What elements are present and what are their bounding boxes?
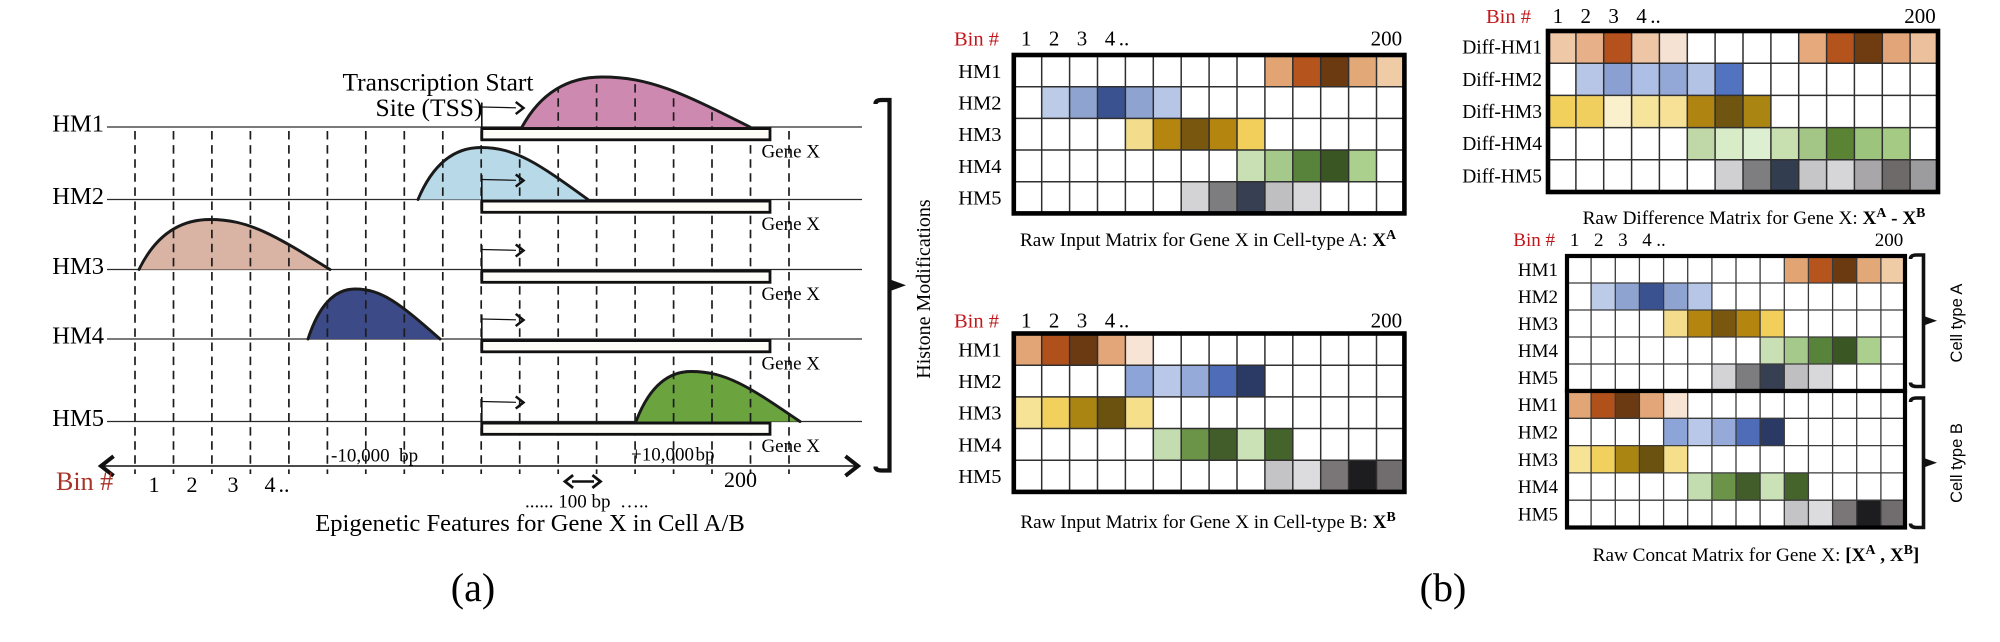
svg-text:HM1: HM1 — [958, 339, 1001, 361]
svg-text:4: 4 — [1105, 309, 1116, 333]
svg-text:HM5: HM5 — [958, 466, 1001, 488]
svg-text:Site (TSS): Site (TSS) — [376, 93, 483, 122]
svg-text:HM5: HM5 — [958, 188, 1001, 210]
svg-text:Bin #: Bin # — [1513, 230, 1555, 251]
svg-text:3: 3 — [228, 472, 239, 497]
svg-text:2: 2 — [1049, 27, 1060, 51]
svg-text:HM3: HM3 — [958, 403, 1001, 425]
svg-text:4: 4 — [1642, 230, 1652, 251]
svg-text:Gene X: Gene X — [761, 214, 820, 235]
svg-text:(b): (b) — [1420, 565, 1467, 610]
svg-text:HM4: HM4 — [1518, 477, 1559, 498]
svg-text:Bin #: Bin # — [56, 467, 113, 496]
svg-text:3: 3 — [1077, 309, 1088, 333]
svg-text:HM2: HM2 — [52, 183, 104, 210]
svg-text:200: 200 — [1904, 4, 1936, 28]
svg-text:2: 2 — [1581, 4, 1592, 28]
svg-text:HM4: HM4 — [52, 323, 104, 350]
svg-text:Bin #: Bin # — [1486, 6, 1531, 28]
svg-text:Diff-HM4: Diff-HM4 — [1462, 134, 1542, 155]
svg-text:HM2: HM2 — [1518, 287, 1558, 308]
svg-text:Gene X: Gene X — [761, 436, 820, 457]
svg-text:Diff-HM1: Diff-HM1 — [1462, 38, 1542, 59]
svg-text:HM3: HM3 — [1518, 314, 1558, 335]
svg-text:1: 1 — [1553, 4, 1564, 28]
svg-text:HM3: HM3 — [958, 124, 1001, 146]
svg-text:200: 200 — [1875, 230, 1904, 251]
svg-text:2: 2 — [1049, 309, 1060, 333]
svg-text:HM3: HM3 — [1518, 450, 1558, 471]
svg-text:HM2: HM2 — [958, 371, 1001, 393]
svg-text:1: 1 — [1570, 230, 1580, 251]
svg-text:HM4: HM4 — [1518, 341, 1559, 362]
svg-text:Bin #: Bin # — [954, 29, 999, 51]
svg-text:HM4: HM4 — [958, 156, 1001, 178]
svg-text:4: 4 — [265, 472, 276, 497]
svg-text:Raw Concat Matrix for Gene X:: Raw Concat Matrix for Gene X: [XA​ , XB​… — [1593, 542, 1920, 566]
svg-text:Raw Difference Matrix for Gene: Raw Difference Matrix for Gene X: XA​ - … — [1583, 205, 1926, 229]
svg-text:200: 200 — [1371, 27, 1403, 51]
svg-text:Gene X: Gene X — [761, 284, 820, 305]
svg-text:HM1: HM1 — [1518, 395, 1558, 416]
svg-text:1: 1 — [149, 472, 160, 497]
svg-text:1: 1 — [1021, 309, 1032, 333]
svg-text:Gene X: Gene X — [761, 142, 820, 163]
svg-text:HM1: HM1 — [1518, 260, 1558, 281]
svg-text:Bin #: Bin # — [954, 311, 999, 333]
svg-text:Histone Modifications: Histone Modifications — [913, 199, 935, 379]
svg-text:1: 1 — [1021, 27, 1032, 51]
svg-text:..: .. — [279, 472, 290, 497]
svg-text:(a): (a) — [451, 565, 495, 610]
svg-text:Cell type B: Cell type B — [1948, 423, 1966, 503]
svg-text:Diff-HM2: Diff-HM2 — [1462, 70, 1542, 91]
svg-text:Cell type A: Cell type A — [1948, 284, 1966, 363]
svg-text:3: 3 — [1608, 4, 1619, 28]
svg-text:HM5: HM5 — [1518, 504, 1558, 525]
svg-text:200: 200 — [1371, 309, 1403, 333]
svg-text:3: 3 — [1618, 230, 1628, 251]
svg-text:..: .. — [1119, 309, 1130, 333]
svg-text:HM5: HM5 — [52, 405, 104, 432]
svg-text:+10,000 bp: +10,000 bp — [631, 445, 715, 466]
svg-text:..: .. — [1650, 4, 1661, 28]
svg-text:Gene X: Gene X — [761, 354, 820, 375]
svg-text:...... 100 bp …..: ...... 100 bp ….. — [525, 492, 649, 513]
svg-text:Raw Input Matrix for Gene X in: Raw Input Matrix for Gene X in Cell-type… — [1020, 227, 1396, 251]
svg-text:4: 4 — [1636, 4, 1647, 28]
svg-text:2: 2 — [187, 472, 198, 497]
svg-text:HM1: HM1 — [958, 61, 1001, 83]
svg-text:..: .. — [1656, 230, 1666, 251]
svg-text:HM4: HM4 — [958, 434, 1001, 456]
svg-text:-10,000 bp: -10,000 bp — [331, 446, 418, 467]
svg-text:4: 4 — [1105, 27, 1116, 51]
svg-text:..: .. — [1119, 27, 1130, 51]
svg-text:HM5: HM5 — [1518, 368, 1558, 389]
svg-text:HM1: HM1 — [52, 111, 104, 138]
svg-text:Epigenetic Features for Gene X: Epigenetic Features for Gene X in Cell A… — [315, 510, 745, 537]
svg-text:3: 3 — [1077, 27, 1088, 51]
svg-text:HM2: HM2 — [1518, 422, 1558, 443]
svg-text:Diff-HM5: Diff-HM5 — [1462, 166, 1542, 187]
svg-text:HM3: HM3 — [52, 253, 104, 280]
svg-text:Transcription Start: Transcription Start — [342, 68, 533, 97]
svg-text:2: 2 — [1594, 230, 1604, 251]
svg-text:Diff-HM3: Diff-HM3 — [1462, 102, 1542, 123]
svg-text:Raw Input Matrix for Gene X in: Raw Input Matrix for Gene X in Cell-type… — [1020, 509, 1395, 533]
svg-text:HM2: HM2 — [958, 93, 1001, 115]
svg-text:200: 200 — [724, 467, 757, 492]
